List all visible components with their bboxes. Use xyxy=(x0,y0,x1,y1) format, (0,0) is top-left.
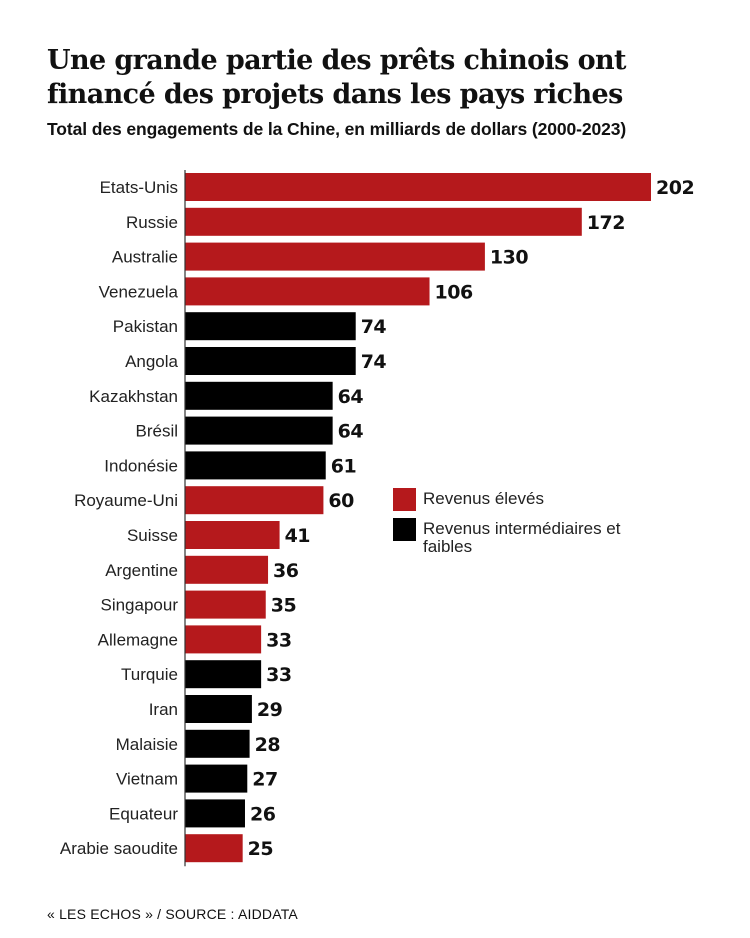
value-label-venezuela: 106 xyxy=(435,281,473,303)
value-label-equateur: 26 xyxy=(250,803,276,825)
bar-suisse xyxy=(185,521,280,549)
value-label-russie: 172 xyxy=(587,212,625,234)
legend-item-high-income: Revenus élevés xyxy=(393,488,643,511)
value-label-royaume-uni: 60 xyxy=(328,490,354,512)
legend-label-high-income: Revenus élevés xyxy=(423,489,544,508)
category-label-bresil: Brésil xyxy=(135,422,178,441)
category-label-angola: Angola xyxy=(125,352,178,371)
category-label-turquie: Turquie xyxy=(121,665,178,684)
category-label-royaume-uni: Royaume-Uni xyxy=(74,491,178,510)
bar-kazakhstan xyxy=(185,381,333,410)
category-label-suisse: Suisse xyxy=(127,526,178,545)
bar-equateur xyxy=(185,799,245,828)
category-label-malaisie: Malaisie xyxy=(116,735,178,754)
bar-russie xyxy=(185,207,582,236)
bar-angola xyxy=(185,347,356,375)
bar-iran xyxy=(185,695,252,723)
value-label-suisse: 41 xyxy=(285,525,310,547)
category-label-australie: Australie xyxy=(112,248,178,267)
bar-vietnam xyxy=(185,764,248,793)
value-label-indonesie: 61 xyxy=(331,455,356,477)
value-label-arabie-saoudite: 25 xyxy=(248,838,273,860)
bar-allemagne xyxy=(185,625,262,654)
bar-pakistan xyxy=(185,312,356,341)
category-label-indonesie: Indonésie xyxy=(104,456,178,475)
legend: Revenus élevés Revenus intermédiaires et… xyxy=(393,488,643,563)
bar-etats-unis xyxy=(185,173,651,201)
bar-australie xyxy=(185,242,485,271)
bars-group: Etats-Unis 202 Russie 172 Australie 130 Venezu… xyxy=(60,173,695,863)
legend-label-low-middle-income: Revenus intermédiaires et faibles xyxy=(423,519,621,556)
category-label-argentine: Argentine xyxy=(105,561,178,580)
category-label-vietnam: Vietnam xyxy=(116,770,178,789)
category-label-iran: Iran xyxy=(149,700,178,719)
source-footer: « LES ECHOS » / SOURCE : AIDDATA xyxy=(47,906,298,922)
bar-singapour xyxy=(185,590,266,619)
legend-swatch-high-income xyxy=(393,488,416,511)
value-label-etats-unis: 202 xyxy=(656,177,694,199)
bar-arabie-saoudite xyxy=(185,834,243,863)
bar-argentine xyxy=(185,555,269,584)
value-label-turquie: 33 xyxy=(266,664,291,686)
chart-subtitle: Total des engagements de la Chine, en mi… xyxy=(47,119,627,139)
value-label-malaisie: 28 xyxy=(255,734,281,756)
value-label-angola: 74 xyxy=(361,351,387,373)
category-label-venezuela: Venezuela xyxy=(99,282,179,301)
category-label-kazakhstan: Kazakhstan xyxy=(89,387,178,406)
category-label-arabie-saoudite: Arabie saoudite xyxy=(60,839,178,858)
legend-item-low-middle-income: Revenus intermédiaires et faibles xyxy=(393,518,643,556)
value-label-iran: 29 xyxy=(257,699,282,721)
bar-turquie xyxy=(185,660,262,689)
bar-malaisie xyxy=(185,729,250,758)
value-label-singapour: 35 xyxy=(271,595,296,617)
value-label-australie: 130 xyxy=(490,247,528,269)
category-label-pakistan: Pakistan xyxy=(113,317,178,336)
legend-swatch-low-middle-income xyxy=(393,518,416,541)
chart-title: Une grande partie des prêts chinois ont … xyxy=(47,45,627,110)
category-label-singapour: Singapour xyxy=(100,596,178,615)
category-label-etats-unis: Etats-Unis xyxy=(100,178,178,197)
bar-venezuela xyxy=(185,277,430,306)
value-label-kazakhstan: 64 xyxy=(338,386,364,408)
bar-bresil xyxy=(185,416,333,445)
category-label-equateur: Equateur xyxy=(109,804,178,823)
value-label-argentine: 36 xyxy=(273,560,299,582)
bar-indonesie xyxy=(185,451,326,480)
value-label-pakistan: 74 xyxy=(361,316,387,338)
category-label-russie: Russie xyxy=(126,213,178,232)
value-label-bresil: 64 xyxy=(338,421,364,443)
value-label-vietnam: 27 xyxy=(252,769,277,791)
value-label-allemagne: 33 xyxy=(266,629,291,651)
category-label-allemagne: Allemagne xyxy=(98,630,178,649)
bar-royaume-uni xyxy=(185,486,324,515)
